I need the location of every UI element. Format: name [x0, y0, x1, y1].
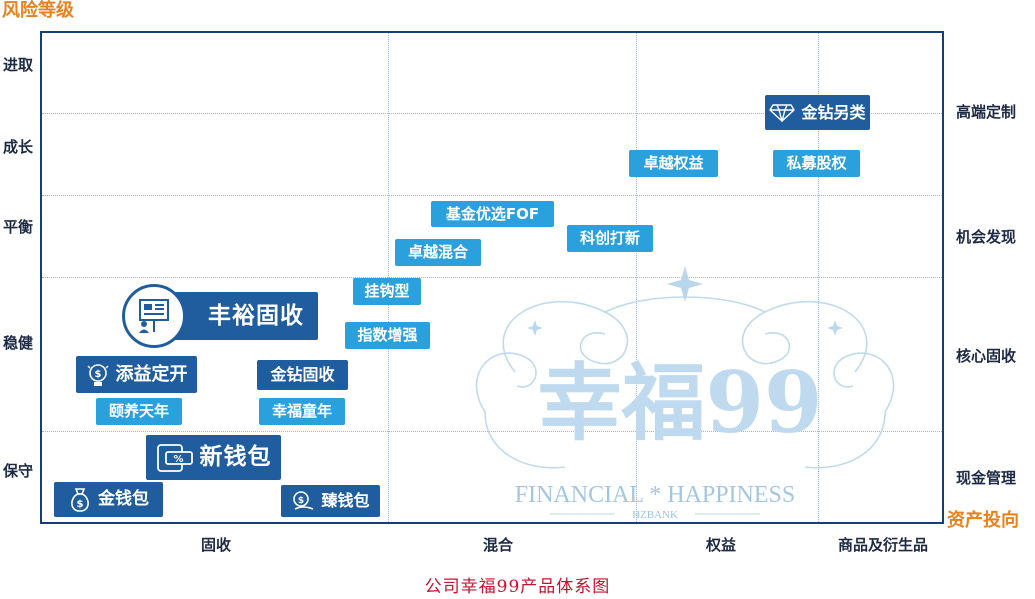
product-yiyang-tiannian[interactable]: 颐养天年 [96, 398, 182, 425]
product-label: 指数增强 [357, 326, 418, 344]
product-simu-guquan[interactable]: 私募股权 [773, 150, 860, 177]
product-xingfu-tongnian[interactable]: 幸福童年 [259, 398, 345, 425]
product-label: 卓越权益 [643, 154, 704, 172]
product-label: 幸福童年 [271, 402, 332, 420]
asset-class-commodities-derivatives: 商品及衍生品 [837, 536, 929, 554]
product-label: 臻钱包 [321, 491, 370, 510]
risk-level-axis-title: 风险等级 [2, 0, 74, 21]
product-label: 颐养天年 [108, 402, 169, 420]
asset-allocation-axis-title: 资产投向 [947, 510, 1019, 531]
product-label: 私募股权 [786, 154, 847, 172]
product-xin-qianbao[interactable]: % 新钱包 [146, 435, 281, 480]
risk-level-aggressive: 进取 [3, 56, 34, 74]
product-guagou-xing[interactable]: 挂钩型 [353, 278, 421, 305]
coin-hand-icon: $ [291, 489, 315, 513]
product-jin-qianbao[interactable]: $ 金钱包 [54, 482, 163, 517]
product-zhen-qianbao[interactable]: $ 臻钱包 [281, 485, 380, 517]
svg-text:$: $ [298, 496, 304, 506]
risk-level-conservative: 保守 [3, 462, 34, 480]
risk-level-growth: 成长 [3, 138, 34, 156]
product-jinzuan-linglei[interactable]: 金钻另类 [765, 95, 870, 130]
risk-level-steady: 稳健 [3, 334, 34, 352]
product-tianyi-dingkai[interactable]: $ 添益定开 [76, 356, 197, 393]
product-label: 科创打新 [579, 229, 640, 247]
product-label: 金钻固收 [270, 365, 335, 384]
product-label: 新钱包 [199, 444, 272, 470]
grid-line-horizontal [42, 195, 942, 196]
product-label: 基金优选FOF [445, 204, 540, 223]
product-jinzuan-gushou[interactable]: 金钻固收 [257, 360, 348, 390]
diamond-icon [769, 103, 796, 122]
grid-line-vertical [636, 33, 637, 522]
product-label: 添益定开 [115, 363, 188, 385]
asset-class-hybrid: 混合 [482, 536, 514, 554]
risk-level-balanced: 平衡 [3, 218, 34, 236]
asset-class-equity: 权益 [705, 536, 737, 554]
tier-high-end-custom: 高端定制 [956, 103, 1017, 121]
product-zhuoyue-quanyi[interactable]: 卓越权益 [629, 150, 718, 177]
money-bag-icon: $ [68, 487, 92, 513]
product-jijin-youxuan-fof[interactable]: 基金优选FOF [431, 201, 554, 227]
product-label: 金钻另类 [801, 102, 866, 122]
presentation-board-icon [122, 284, 186, 348]
product-kechuang-daxin[interactable]: 科创打新 [567, 225, 653, 252]
grid-line-vertical [818, 33, 819, 522]
figure-caption: 公司幸福99产品体系图 [424, 577, 611, 597]
svg-text:$: $ [77, 499, 84, 510]
tier-opportunity-discovery: 机会发现 [956, 228, 1017, 246]
grid-line-horizontal [42, 277, 942, 278]
phone-coupon-icon: % [156, 443, 194, 473]
product-label: 挂钩型 [364, 282, 410, 300]
svg-text:%: % [173, 454, 184, 465]
svg-text:$: $ [94, 369, 101, 380]
product-zhishu-zengqiang[interactable]: 指数增强 [345, 322, 430, 349]
tier-core-fixed-income: 核心固收 [956, 347, 1017, 365]
product-label: 丰裕固收 [208, 302, 304, 329]
tier-cash-management: 现金管理 [956, 469, 1017, 487]
grid-line-horizontal [42, 431, 942, 432]
lightbulb-coin-icon: $ [86, 362, 110, 388]
product-zhuoyue-hunhe[interactable]: 卓越混合 [395, 239, 481, 266]
product-label: 金钱包 [98, 489, 149, 509]
grid-line-vertical [388, 33, 389, 522]
asset-class-fixed-income: 固收 [200, 536, 232, 554]
grid-line-horizontal [42, 113, 942, 114]
product-label: 卓越混合 [407, 243, 468, 261]
